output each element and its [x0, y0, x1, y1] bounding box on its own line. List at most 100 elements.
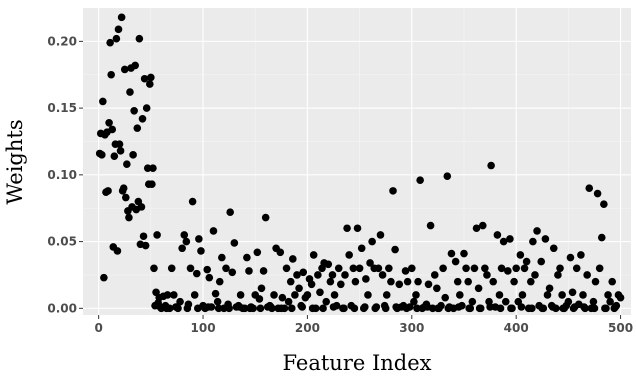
data-point	[378, 271, 387, 279]
data-point	[606, 297, 614, 306]
data-point	[611, 303, 620, 311]
data-point	[133, 124, 142, 132]
data-point	[423, 303, 432, 311]
data-point	[147, 73, 155, 82]
data-point	[139, 232, 148, 241]
data-point	[468, 297, 477, 306]
data-point	[543, 291, 552, 299]
data-point	[314, 271, 322, 279]
data-point	[143, 164, 152, 172]
data-point	[616, 293, 625, 302]
data-point	[349, 264, 358, 273]
data-point	[267, 303, 275, 311]
data-point	[211, 289, 220, 298]
x-tick-label: 500	[608, 321, 633, 335]
data-point	[209, 227, 218, 235]
data-point	[385, 264, 393, 273]
data-point	[180, 231, 189, 239]
data-point	[504, 267, 512, 275]
data-point	[478, 221, 487, 230]
data-point	[138, 114, 147, 123]
data-point	[287, 304, 296, 313]
data-point	[426, 221, 435, 230]
data-point	[291, 291, 299, 299]
data-point	[495, 291, 504, 299]
data-point	[259, 267, 268, 275]
data-point	[453, 277, 462, 286]
x-tick-label: 300	[399, 321, 424, 335]
data-point	[340, 304, 348, 313]
data-point	[149, 164, 157, 172]
data-point	[112, 34, 121, 43]
data-point	[460, 249, 468, 258]
data-point	[387, 277, 395, 286]
y-axis-title: Weights	[3, 119, 27, 204]
data-point	[108, 125, 117, 134]
data-point	[430, 271, 439, 279]
data-point	[204, 303, 213, 311]
x-axis-ticks: 0 100 200 300 400 500	[94, 315, 633, 335]
data-point	[120, 65, 129, 74]
data-point	[538, 304, 547, 313]
data-point	[558, 291, 566, 299]
data-point	[474, 284, 483, 293]
data-point	[548, 303, 557, 311]
data-point	[284, 297, 293, 306]
data-point	[257, 284, 266, 293]
data-point	[255, 295, 264, 303]
data-point	[345, 251, 353, 259]
data-point	[123, 160, 131, 168]
data-point	[194, 304, 202, 313]
data-point	[510, 277, 518, 286]
data-point	[135, 34, 144, 43]
x-axis-title: Feature Index	[282, 351, 431, 375]
data-point	[361, 303, 369, 311]
data-point	[595, 264, 604, 273]
data-point	[222, 264, 230, 273]
data-point	[270, 291, 278, 299]
data-point	[192, 269, 201, 278]
data-point	[100, 273, 108, 282]
data-point	[116, 147, 125, 155]
data-point	[316, 288, 324, 297]
data-point	[126, 88, 134, 96]
data-point	[590, 304, 599, 313]
data-point	[447, 249, 456, 258]
data-point	[506, 235, 514, 243]
data-point	[140, 74, 149, 83]
data-point	[368, 237, 376, 246]
x-tick-label: 100	[191, 321, 216, 335]
y-tick-label: 0.05	[47, 235, 77, 249]
data-point	[218, 253, 226, 262]
data-point	[236, 291, 245, 299]
data-point	[545, 284, 554, 293]
data-point	[604, 291, 612, 299]
data-point	[501, 297, 510, 306]
data-point	[454, 303, 463, 311]
data-point	[213, 297, 222, 306]
data-point	[137, 203, 146, 211]
data-point	[309, 251, 318, 259]
data-point	[533, 227, 541, 235]
data-point	[319, 304, 327, 313]
data-point	[401, 267, 410, 275]
y-tick-label: 0.10	[47, 168, 77, 182]
data-point	[601, 304, 609, 313]
data-point	[569, 304, 578, 313]
data-point	[293, 271, 301, 279]
data-point	[526, 277, 535, 286]
data-point	[364, 291, 372, 299]
data-point	[256, 304, 265, 313]
data-point	[516, 251, 525, 259]
data-point	[351, 277, 360, 286]
data-point	[104, 187, 112, 195]
data-point	[443, 172, 452, 180]
data-point	[235, 303, 244, 311]
data-point	[355, 264, 364, 273]
data-point	[246, 304, 254, 313]
data-point	[412, 291, 420, 299]
data-point	[167, 264, 176, 273]
data-point	[402, 304, 411, 313]
data-point	[343, 224, 351, 233]
data-point	[197, 247, 205, 255]
